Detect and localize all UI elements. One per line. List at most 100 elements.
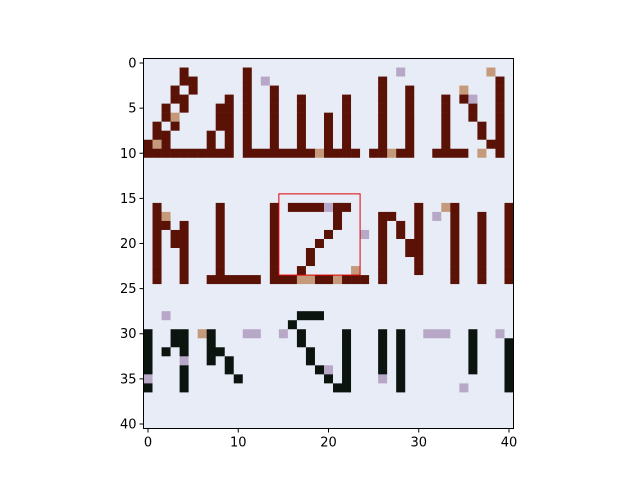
image-pixel xyxy=(405,293,415,303)
image-pixel xyxy=(369,383,379,393)
image-pixel xyxy=(197,275,207,285)
image-pixel xyxy=(269,347,280,357)
image-pixel xyxy=(152,392,162,402)
image-pixel xyxy=(314,311,325,321)
image-pixel xyxy=(432,211,442,222)
image-pixel xyxy=(143,85,153,95)
image-pixel xyxy=(459,356,469,366)
image-pixel xyxy=(170,220,180,231)
image-pixel xyxy=(369,248,379,258)
image-pixel xyxy=(423,392,433,402)
image-pixel xyxy=(233,284,244,294)
image-pixel xyxy=(405,94,415,104)
image-pixel xyxy=(215,157,226,168)
image-pixel xyxy=(269,220,280,231)
image-pixel xyxy=(215,365,226,375)
image-pixel xyxy=(215,67,226,77)
image-pixel xyxy=(378,383,388,393)
image-pixel xyxy=(323,85,334,95)
image-pixel xyxy=(405,76,415,86)
image-pixel xyxy=(278,365,289,375)
image-pixel xyxy=(405,130,415,141)
image-pixel xyxy=(233,94,244,104)
image-pixel xyxy=(233,293,244,303)
image-pixel xyxy=(369,266,379,276)
image-pixel xyxy=(450,338,460,348)
image-pixel xyxy=(459,184,469,195)
image-pixel xyxy=(405,356,415,366)
image-pixel xyxy=(333,175,343,186)
image-pixel xyxy=(423,175,433,186)
x-tick-label: 10 xyxy=(230,436,247,451)
image-pixel xyxy=(432,329,442,339)
image-pixel xyxy=(233,121,244,131)
image-pixel xyxy=(152,130,162,141)
image-pixel xyxy=(378,58,388,68)
image-pixel xyxy=(414,311,424,321)
image-pixel xyxy=(260,184,271,195)
image-pixel xyxy=(387,248,397,258)
image-pixel xyxy=(333,338,343,348)
image-pixel xyxy=(423,229,433,240)
image-pixel xyxy=(251,220,262,231)
image-pixel xyxy=(369,139,379,150)
image-pixel xyxy=(242,148,253,159)
image-pixel xyxy=(206,356,216,366)
image-pixel xyxy=(432,220,442,231)
y-tick-label: 25 xyxy=(120,282,137,297)
image-pixel xyxy=(468,347,478,357)
image-pixel xyxy=(305,130,316,141)
image-pixel xyxy=(260,148,271,159)
image-pixel xyxy=(495,410,505,420)
image-pixel xyxy=(378,356,388,366)
image-pixel xyxy=(414,166,424,177)
image-pixel xyxy=(242,184,253,195)
image-pixel xyxy=(477,202,487,213)
image-pixel xyxy=(143,184,153,195)
image-pixel xyxy=(233,148,244,159)
image-pixel xyxy=(387,157,397,168)
image-pixel xyxy=(459,85,469,95)
image-pixel xyxy=(188,365,198,375)
image-pixel xyxy=(242,220,253,231)
image-pixel xyxy=(342,401,352,411)
image-pixel xyxy=(287,148,298,159)
image-pixel xyxy=(360,410,370,420)
image-pixel xyxy=(486,374,496,384)
image-pixel xyxy=(161,166,171,177)
image-pixel xyxy=(278,320,289,330)
image-pixel xyxy=(287,220,298,231)
image-pixel xyxy=(342,76,352,86)
image-pixel xyxy=(378,175,388,186)
image-pixel xyxy=(260,202,271,213)
image-pixel xyxy=(143,229,153,240)
image-pixel xyxy=(342,58,352,68)
image-pixel xyxy=(477,338,487,348)
image-pixel xyxy=(477,275,487,285)
image-pixel xyxy=(450,166,460,177)
image-pixel xyxy=(333,302,343,312)
image-pixel xyxy=(152,58,162,68)
image-pixel xyxy=(161,103,171,113)
image-pixel xyxy=(188,58,198,68)
image-pixel xyxy=(351,121,361,131)
image-pixel xyxy=(161,229,171,240)
image-pixel xyxy=(197,139,207,150)
image-pixel xyxy=(179,220,189,231)
image-pixel xyxy=(378,266,388,276)
image-pixel xyxy=(233,166,244,177)
image-pixel xyxy=(423,284,433,294)
image-pixel xyxy=(188,320,198,330)
image-pixel xyxy=(423,365,433,375)
image-pixel xyxy=(396,193,406,204)
image-pixel xyxy=(179,121,189,131)
image-pixel xyxy=(197,410,207,420)
image-pixel xyxy=(504,284,514,294)
image-pixel xyxy=(224,284,235,294)
image-pixel xyxy=(170,166,180,177)
image-pixel xyxy=(441,419,451,429)
image-pixel xyxy=(260,193,271,204)
image-pixel xyxy=(260,293,271,303)
image-pixel xyxy=(143,338,153,348)
